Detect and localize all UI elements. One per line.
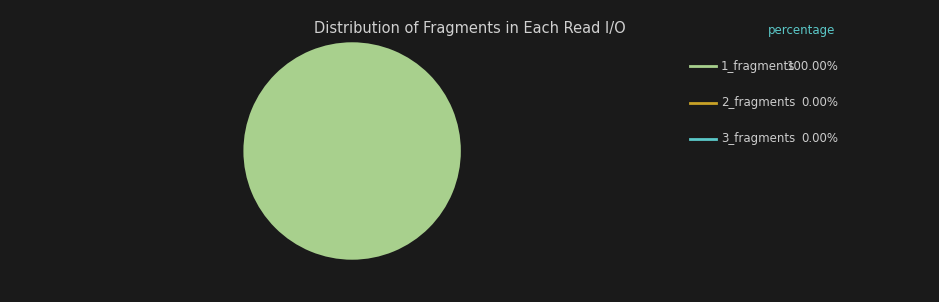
Text: 0.00%: 0.00% <box>802 132 839 146</box>
Text: 100.00%: 100.00% <box>787 60 839 73</box>
Text: 2_fragments: 2_fragments <box>721 96 795 109</box>
Text: 1_fragments: 1_fragments <box>721 60 795 73</box>
Text: Distribution of Fragments in Each Read I/O: Distribution of Fragments in Each Read I… <box>314 21 625 36</box>
Text: percentage: percentage <box>768 24 836 37</box>
Text: 0.00%: 0.00% <box>802 96 839 109</box>
Text: 3_fragments: 3_fragments <box>721 132 795 146</box>
Wedge shape <box>243 42 461 260</box>
